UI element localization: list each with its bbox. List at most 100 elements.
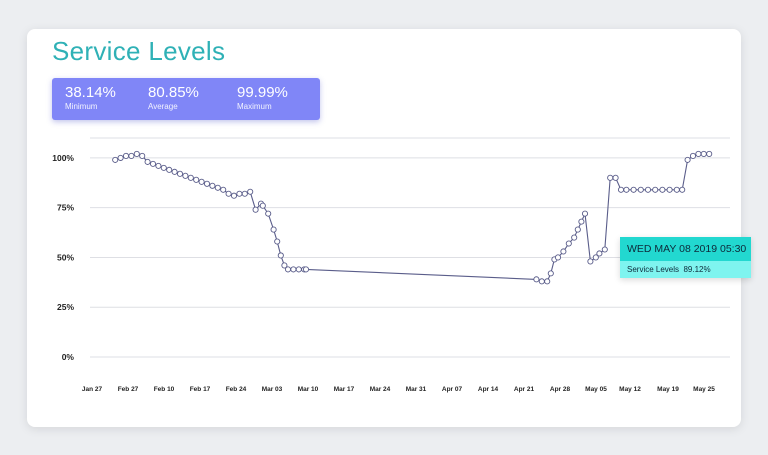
data-point <box>241 190 248 197</box>
data-point <box>581 210 589 217</box>
data-point <box>684 156 691 163</box>
data-point <box>144 158 151 165</box>
data-point <box>220 186 227 193</box>
data-point <box>284 266 292 273</box>
x-tick-label: May 12 <box>619 386 641 393</box>
stat-maximum-label: Maximum <box>237 102 272 111</box>
stat-minimum: 38.14% Minimum <box>65 84 116 112</box>
stat-maximum-value: 99.99% <box>237 84 288 101</box>
data-point <box>295 266 302 273</box>
x-tick-label: Mar 17 <box>334 386 355 393</box>
tooltip-date: WED MAY 08 2019 05:30 <box>620 237 751 261</box>
stat-minimum-label: Minimum <box>65 102 98 111</box>
data-point <box>193 176 200 183</box>
data-point <box>617 186 625 193</box>
data-point <box>274 238 281 245</box>
data-point <box>176 170 184 177</box>
data-point <box>117 154 124 161</box>
data-point <box>259 202 266 209</box>
data-point <box>637 186 644 193</box>
data-point <box>644 186 652 193</box>
data-point <box>149 160 157 167</box>
x-tick-label: Mar 31 <box>406 386 427 393</box>
page-title: Service Levels <box>52 36 226 66</box>
data-point <box>560 248 567 255</box>
data-point <box>302 266 310 273</box>
y-tick-label: 100% <box>52 153 74 163</box>
y-tick-label: 0% <box>62 352 75 362</box>
x-tick-label: Mar 24 <box>370 386 391 393</box>
data-point <box>230 192 238 199</box>
x-tick-label: Jan 27 <box>82 386 103 393</box>
tooltip-value: 89.12% <box>683 265 711 274</box>
stat-minimum-value: 38.14% <box>65 84 116 101</box>
data-point <box>666 186 673 193</box>
data-point <box>281 262 288 269</box>
data-point <box>689 152 697 159</box>
x-tick-label: Feb 17 <box>190 386 211 393</box>
data-point <box>623 186 630 193</box>
chart-tooltip: WED MAY 08 2019 05:30 Service Levels 89.… <box>620 237 751 278</box>
data-point <box>565 240 572 247</box>
data-point <box>209 182 216 189</box>
x-tick-label: Mar 03 <box>262 386 283 393</box>
data-point <box>706 150 713 157</box>
x-tick-label: Mar 10 <box>298 386 319 393</box>
data-point <box>171 168 178 175</box>
data-point <box>607 174 614 181</box>
data-point <box>122 152 130 159</box>
x-tick-label: May 25 <box>693 386 715 393</box>
data-point <box>601 246 608 253</box>
data-point <box>166 166 173 173</box>
data-point <box>673 186 680 193</box>
data-point <box>587 258 594 265</box>
data-point <box>630 186 637 193</box>
data-point <box>554 254 562 261</box>
y-tick-label: 75% <box>57 203 74 213</box>
x-tick-label: May 19 <box>657 386 679 393</box>
data-point <box>652 186 659 193</box>
data-point <box>203 180 211 187</box>
data-point <box>270 226 277 233</box>
x-tick-label: May 05 <box>585 386 607 393</box>
x-tick-label: Feb 24 <box>226 386 247 393</box>
data-point <box>133 150 140 157</box>
x-tick-label: Apr 07 <box>442 386 463 393</box>
data-point <box>214 184 221 191</box>
stat-average-value: 80.85% <box>148 84 199 101</box>
data-point <box>128 152 135 159</box>
data-point <box>247 188 254 195</box>
data-point <box>700 150 707 157</box>
data-point <box>182 172 189 179</box>
x-tick-label: Apr 28 <box>550 386 571 393</box>
y-tick-label: 50% <box>57 252 74 262</box>
data-point <box>592 254 599 261</box>
data-point <box>265 210 272 217</box>
data-point <box>533 276 540 283</box>
data-point <box>596 250 603 257</box>
data-point <box>612 174 619 181</box>
x-tick-label: Apr 14 <box>478 386 499 393</box>
data-point <box>252 206 259 213</box>
data-point <box>277 252 284 259</box>
stat-average-label: Average <box>148 102 178 111</box>
data-point <box>290 266 297 273</box>
data-point <box>187 174 194 181</box>
data-point <box>160 164 167 171</box>
data-point <box>198 178 205 185</box>
data-point <box>571 234 578 241</box>
tooltip-body: Service Levels 89.12% <box>620 261 751 278</box>
x-tick-label: Apr 21 <box>514 386 535 393</box>
data-point <box>155 162 162 169</box>
tooltip-series-name: Service Levels <box>627 265 680 274</box>
data-point <box>679 186 686 193</box>
data-point <box>547 270 554 277</box>
data-point <box>574 226 581 233</box>
data-point <box>578 218 585 225</box>
data-point <box>544 278 551 285</box>
y-tick-label: 25% <box>57 302 74 312</box>
stats-box: 38.14% Minimum 80.85% Average 99.99% Max… <box>52 78 320 120</box>
x-tick-label: Feb 10 <box>154 386 175 393</box>
data-point <box>112 156 119 163</box>
